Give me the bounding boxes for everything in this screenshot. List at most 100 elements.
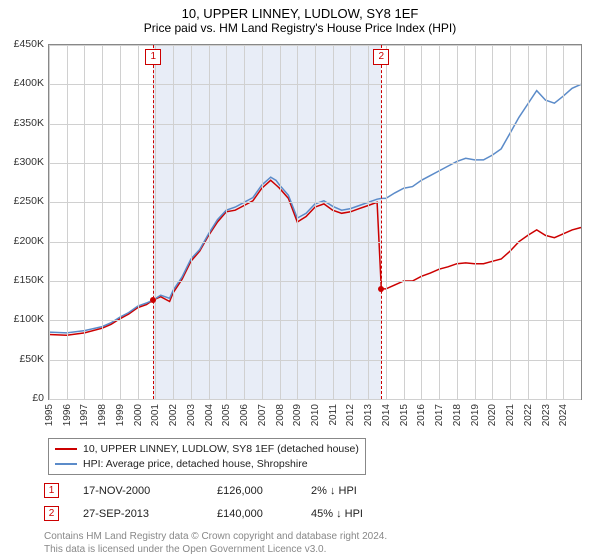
x-axis-tick-label: 2001	[150, 404, 161, 426]
gridline-v	[492, 45, 493, 399]
y-axis-tick-label: £0	[0, 392, 44, 404]
gridline-v	[333, 45, 334, 399]
gridline-v	[315, 45, 316, 399]
gridline-v	[350, 45, 351, 399]
x-axis-tick-label: 2015	[399, 404, 410, 426]
gridline-v	[510, 45, 511, 399]
legend-swatch-1	[55, 463, 77, 465]
x-axis-tick-label: 2006	[239, 404, 250, 426]
gridline-h	[49, 399, 581, 400]
gridline-v	[421, 45, 422, 399]
gridline-v	[155, 45, 156, 399]
sale-row-2: 2 27-SEP-2013 £140,000 45% ↓ HPI	[44, 506, 363, 521]
gridline-v	[209, 45, 210, 399]
gridline-v	[262, 45, 263, 399]
gridline-v	[280, 45, 281, 399]
legend: 10, UPPER LINNEY, LUDLOW, SY8 1EF (detac…	[48, 438, 366, 475]
x-axis-tick-label: 1999	[115, 404, 126, 426]
chart-container: 10, UPPER LINNEY, LUDLOW, SY8 1EF Price …	[0, 0, 600, 560]
x-axis-tick-label: 2000	[133, 404, 144, 426]
x-axis-tick-label: 2007	[257, 404, 268, 426]
x-axis-tick-label: 2009	[292, 404, 303, 426]
sale-pct-vs-hpi: 45% ↓ HPI	[311, 508, 363, 520]
chart-title-2: Price paid vs. HM Land Registry's House …	[0, 21, 600, 39]
x-axis-tick-label: 2003	[186, 404, 197, 426]
x-axis-tick-label: 2012	[345, 404, 356, 426]
x-axis-tick-label: 2014	[381, 404, 392, 426]
footer-line-2: This data is licensed under the Open Gov…	[44, 543, 387, 556]
gridline-v	[546, 45, 547, 399]
gridline-v	[457, 45, 458, 399]
legend-label-1: HPI: Average price, detached house, Shro…	[83, 457, 308, 472]
gridline-v	[84, 45, 85, 399]
sale-marker-icon: 2	[44, 506, 59, 521]
x-axis-tick-label: 2019	[470, 404, 481, 426]
sale-marker-dot	[378, 286, 384, 292]
gridline-v	[67, 45, 68, 399]
gridline-v	[102, 45, 103, 399]
gridline-v	[475, 45, 476, 399]
x-axis-tick-label: 2017	[434, 404, 445, 426]
footer-attribution: Contains HM Land Registry data © Crown c…	[44, 530, 387, 556]
gridline-v	[563, 45, 564, 399]
x-axis-tick-label: 2008	[275, 404, 286, 426]
x-axis-tick-label: 2010	[310, 404, 321, 426]
gridline-v	[120, 45, 121, 399]
gridline-v	[439, 45, 440, 399]
x-axis-tick-label: 1996	[62, 404, 73, 426]
y-axis-tick-label: £250K	[0, 195, 44, 207]
y-axis-tick-label: £200K	[0, 235, 44, 247]
gridline-v	[49, 45, 50, 399]
gridline-v	[404, 45, 405, 399]
x-axis-tick-label: 2013	[363, 404, 374, 426]
sale-price: £126,000	[217, 485, 287, 497]
gridline-v	[368, 45, 369, 399]
sale-price: £140,000	[217, 508, 287, 520]
x-axis-tick-label: 1997	[79, 404, 90, 426]
sale-marker-line	[153, 45, 154, 399]
legend-item: 10, UPPER LINNEY, LUDLOW, SY8 1EF (detac…	[55, 442, 359, 457]
legend-label-0: 10, UPPER LINNEY, LUDLOW, SY8 1EF (detac…	[83, 442, 359, 457]
y-axis-tick-label: £150K	[0, 274, 44, 286]
sale-marker-icon: 1	[44, 483, 59, 498]
x-axis-tick-label: 2016	[416, 404, 427, 426]
sale-marker-box: 1	[145, 49, 161, 65]
sale-date: 17-NOV-2000	[83, 485, 193, 497]
gridline-v	[528, 45, 529, 399]
gridline-v	[297, 45, 298, 399]
x-axis-tick-label: 2023	[541, 404, 552, 426]
y-axis-tick-label: £50K	[0, 353, 44, 365]
legend-swatch-0	[55, 448, 77, 450]
sale-row-1: 1 17-NOV-2000 £126,000 2% ↓ HPI	[44, 483, 357, 498]
sale-date: 27-SEP-2013	[83, 508, 193, 520]
gridline-v	[191, 45, 192, 399]
y-axis-tick-label: £450K	[0, 38, 44, 50]
x-axis-tick-label: 2011	[328, 404, 339, 426]
footer-line-1: Contains HM Land Registry data © Crown c…	[44, 530, 387, 543]
x-axis-tick-label: 2020	[487, 404, 498, 426]
sale-pct-vs-hpi: 2% ↓ HPI	[311, 485, 357, 497]
sale-marker-dot	[150, 297, 156, 303]
sale-marker-box: 2	[373, 49, 389, 65]
x-axis-tick-label: 2018	[452, 404, 463, 426]
y-axis-tick-label: £300K	[0, 156, 44, 168]
x-axis-tick-label: 2022	[523, 404, 534, 426]
gridline-v	[138, 45, 139, 399]
gridline-v	[244, 45, 245, 399]
y-axis-tick-label: £350K	[0, 117, 44, 129]
y-axis-tick-label: £400K	[0, 77, 44, 89]
y-axis-tick-label: £100K	[0, 313, 44, 325]
x-axis-tick-label: 2004	[204, 404, 215, 426]
plot-area: 12	[48, 44, 582, 400]
sale-marker-line	[381, 45, 382, 399]
x-axis-tick-label: 1995	[44, 404, 55, 426]
x-axis-tick-label: 2002	[168, 404, 179, 426]
chart-title-1: 10, UPPER LINNEY, LUDLOW, SY8 1EF	[0, 0, 600, 21]
x-axis-tick-label: 2024	[558, 404, 569, 426]
gridline-v	[386, 45, 387, 399]
x-axis-tick-label: 2021	[505, 404, 516, 426]
x-axis-tick-label: 2005	[221, 404, 232, 426]
legend-item: HPI: Average price, detached house, Shro…	[55, 457, 359, 472]
gridline-v	[173, 45, 174, 399]
gridline-v	[226, 45, 227, 399]
